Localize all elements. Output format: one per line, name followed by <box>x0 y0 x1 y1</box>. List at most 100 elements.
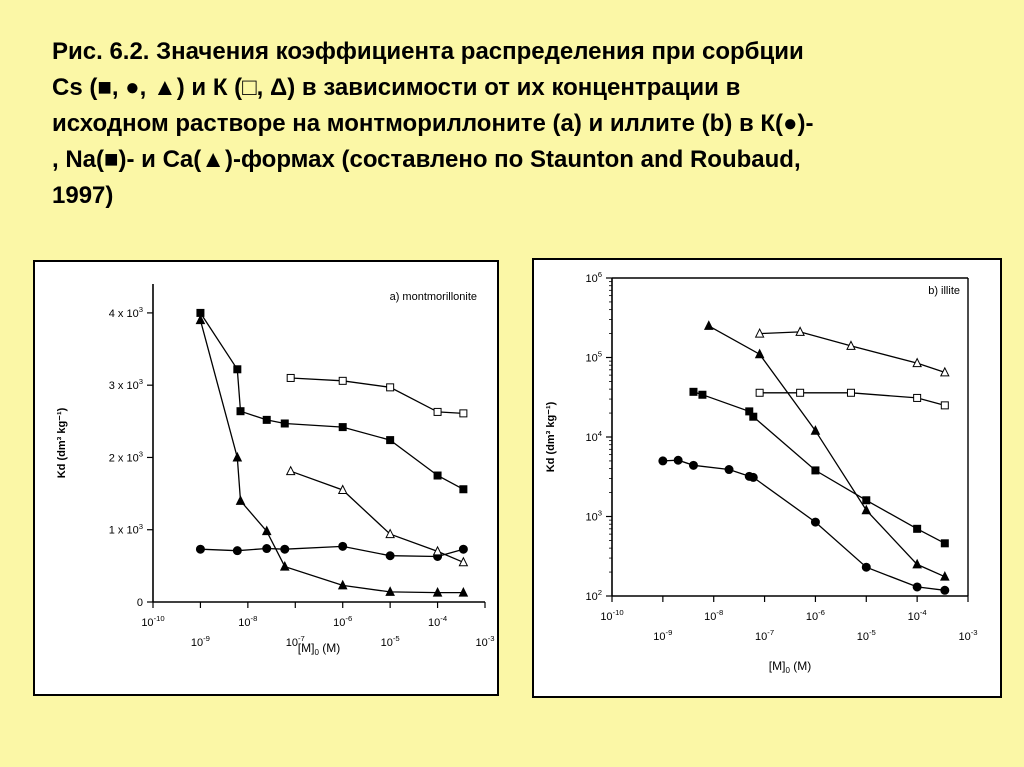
data-point-filled-circle <box>338 541 348 551</box>
x-tick-label: 10-7 <box>755 628 774 643</box>
x-tick-label: 10-9 <box>191 634 210 649</box>
data-point-open-square <box>755 388 764 397</box>
data-point-filled-triangle <box>279 560 290 571</box>
x-tick-label: 10-4 <box>908 608 928 623</box>
data-point-filled-triangle <box>754 348 765 359</box>
data-point-open-square <box>286 373 295 382</box>
caption-line: Рис. 6.2. Значения коэффициента распреде… <box>52 38 804 65</box>
y-tick-label: 3 x 103 <box>109 377 143 392</box>
data-point-open-triangle <box>337 484 348 494</box>
chart-panel-montmorillonite: 10-10 10-9 10-8 10-7 10-6 10-5 10-4 10-3 0 1 x 10… <box>33 260 499 696</box>
data-point-filled-square <box>280 419 289 428</box>
x-axis-label: [M]0 (M) <box>769 659 811 675</box>
data-point-open-square <box>796 388 805 397</box>
data-point-filled-triangle <box>337 579 348 590</box>
data-point-filled-square <box>698 390 707 399</box>
data-point-filled-triangle <box>703 320 714 330</box>
x-axis-label: [M]0 (M) <box>298 641 340 657</box>
data-point-filled-triangle <box>235 495 246 505</box>
panel-label: a) montmorillonite <box>390 291 477 303</box>
x-tick-label: 10-5 <box>857 628 876 643</box>
data-point-filled-square <box>913 524 922 533</box>
chart-montmorillonite: 10-10 10-9 10-8 10-7 10-6 10-5 10-4 10-3 0 1 x 10… <box>56 284 495 657</box>
data-point-filled-square <box>745 407 754 416</box>
data-point-filled-circle <box>688 460 698 470</box>
y-tick-label: 1 x 103 <box>109 522 143 537</box>
panel-label: b) illite <box>928 285 960 297</box>
data-point-filled-square <box>459 485 468 494</box>
x-tick-label: 10-6 <box>806 608 825 623</box>
caption-line: , Na(■)- и Ca(▲)-формах (составлено по S… <box>52 146 801 173</box>
data-point-filled-circle <box>940 585 950 595</box>
x-tick-label: 10-8 <box>238 614 257 629</box>
data-point-filled-triangle <box>232 451 243 462</box>
data-point-open-triangle <box>458 556 469 567</box>
y-tick-label: 2 x 103 <box>109 450 143 465</box>
chart-illite: 10-10 10-9 10-8 10-7 10-6 10-5 10-4 10-3 102 103 1… <box>545 270 978 675</box>
x-tick-label: 10-7 <box>286 634 305 649</box>
data-point-filled-triangle <box>912 558 922 569</box>
series-filled-triangle <box>195 314 469 597</box>
data-point-open-triangle <box>385 528 395 539</box>
data-point-filled-square <box>689 387 698 396</box>
series-line <box>662 459 945 591</box>
data-point-filled-circle <box>658 456 668 466</box>
caption-line: исходном растворе на монтмориллоните (а)… <box>52 110 814 137</box>
data-point-open-triangle <box>754 327 765 338</box>
data-point-filled-circle <box>673 455 683 465</box>
series-open-square <box>286 373 468 418</box>
data-point-filled-circle <box>262 544 272 554</box>
data-point-filled-circle <box>810 517 820 527</box>
data-point-filled-square <box>940 539 949 548</box>
series-filled-circle <box>195 541 468 561</box>
x-tick-label: 10-3 <box>958 628 977 643</box>
data-point-open-triangle <box>285 465 296 476</box>
caption-line: Cs (■, ●, ▲) и К (□, Δ) в зависимости от… <box>52 74 741 101</box>
data-point-filled-circle <box>724 465 734 475</box>
x-tick-label: 10-4 <box>428 614 448 629</box>
data-point-open-square <box>846 388 855 397</box>
figure-caption: Рис. 6.2. Значения коэффициента распреде… <box>52 34 992 214</box>
x-tick-label: 10-5 <box>381 634 400 649</box>
data-point-filled-square <box>811 466 820 475</box>
data-point-filled-square <box>262 415 271 424</box>
data-point-filled-triangle <box>432 586 443 597</box>
series-line <box>199 312 464 490</box>
y-tick-label: 4 x 103 <box>109 305 143 320</box>
data-point-open-square <box>940 401 949 410</box>
data-point-filled-circle <box>458 544 468 554</box>
data-point-filled-circle <box>195 544 205 554</box>
series-filled-square <box>689 387 949 548</box>
x-tick-label: 10-3 <box>475 634 494 649</box>
y-axis-label: Kd (dm³ kg⁻¹) <box>56 407 68 478</box>
y-tick-label: 102 <box>585 588 602 603</box>
data-point-open-triangle <box>846 340 856 350</box>
data-point-filled-square <box>433 471 442 480</box>
x-tick-label: 10-10 <box>600 608 623 623</box>
data-point-filled-square <box>233 365 242 374</box>
y-tick-label: 105 <box>585 350 602 365</box>
data-point-filled-triangle <box>861 504 872 515</box>
x-tick-label: 10-8 <box>704 608 723 623</box>
data-point-filled-triangle <box>385 586 395 596</box>
x-tick-label: 10-9 <box>653 628 672 643</box>
data-point-open-triangle <box>940 366 950 377</box>
caption-line: 1997) <box>52 182 114 209</box>
data-point-filled-square <box>236 407 245 416</box>
series-line <box>693 391 946 544</box>
data-point-filled-triangle <box>261 525 272 536</box>
series-line <box>708 325 946 578</box>
data-point-filled-square <box>338 423 347 432</box>
series-line <box>200 545 464 558</box>
series-filled-triangle <box>703 320 950 581</box>
data-point-filled-circle <box>912 582 922 592</box>
series-open-triangle <box>285 465 469 567</box>
data-point-open-triangle <box>795 326 805 336</box>
series-open-square <box>755 388 949 410</box>
data-point-filled-square <box>749 412 758 421</box>
series-open-triangle <box>754 326 950 377</box>
y-tick-label: 106 <box>585 270 602 285</box>
data-point-filled-triangle <box>458 586 469 597</box>
series-filled-circle <box>658 455 950 595</box>
data-point-filled-circle <box>861 562 871 572</box>
